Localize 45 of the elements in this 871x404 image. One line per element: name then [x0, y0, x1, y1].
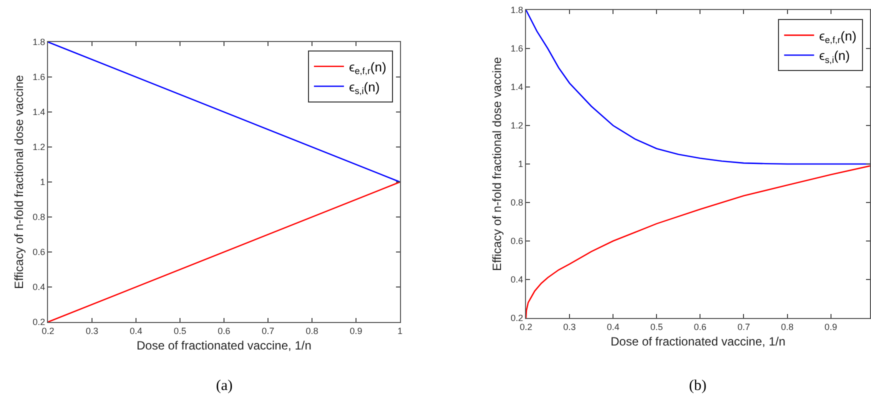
line-series	[526, 165, 870, 318]
x-tick-label: 0.6	[218, 326, 230, 336]
y-tick-label: 0.6	[32, 247, 46, 258]
y-tick-label: 1.6	[510, 44, 524, 54]
y-tick-label: 1.2	[32, 142, 46, 152]
x-tick-label: 0.9	[350, 326, 362, 336]
x-tick-label: 0.6	[694, 322, 706, 332]
y-tick-label: 0.6	[510, 236, 524, 246]
legend-label: ϵ$_{e,f,r}$(n)	[348, 59, 386, 76]
y-tick-label: 1.4	[510, 82, 524, 92]
y-axis-title: Efficacy of n-fold fractional dose vaccine	[490, 56, 504, 271]
y-tick-label: 1.8	[510, 5, 524, 16]
y-tick-label: 1.2	[510, 120, 524, 131]
y-tick-label: 1.8	[32, 37, 46, 48]
x-tick-label: 0.2	[42, 326, 54, 336]
y-tick-label: 0.2	[510, 313, 524, 324]
y-tick-label: 1.6	[32, 72, 46, 82]
x-tick-label: 1	[397, 326, 403, 336]
y-tick-label: 0.4	[510, 274, 524, 285]
x-tick-label: 0.3	[563, 322, 576, 332]
y-tick-label: 1.4	[32, 107, 46, 118]
text: (b)	[689, 378, 706, 394]
legend-label: ϵ$_{s,i}$(n)	[819, 48, 850, 65]
y-tick-label: 1	[518, 159, 524, 170]
y-axis-title: Efficacy of n-fold fractional dose vaccine	[12, 74, 26, 289]
x-tick-label: 0.8	[781, 322, 794, 332]
x-tick-label: 0.7	[737, 322, 750, 332]
x-axis-title: Dose of fractionated vaccine, 1/n	[610, 334, 786, 349]
x-tick-label: 0.4	[606, 322, 620, 332]
y-tick-label: 0.8	[510, 198, 524, 208]
legend-label: ϵ$_{s,i}$(n)	[348, 79, 380, 96]
text: (a)	[216, 378, 233, 394]
x-tick-label: 0.9	[824, 322, 838, 332]
x-axis-title: Dose of fractionated vaccine, 1/n	[136, 338, 312, 353]
x-tick-label: 0.4	[130, 326, 142, 336]
x-tick-label: 0.7	[262, 326, 274, 336]
y-tick-label: 1	[40, 177, 46, 188]
x-tick-label: 0.5	[650, 322, 663, 332]
legend-label: ϵ$_{e,f,r}$(n)	[819, 28, 856, 45]
x-tick-label: 0.5	[174, 326, 186, 336]
x-tick-label: 0.3	[86, 326, 98, 336]
x-tick-label: 0.8	[306, 326, 318, 336]
y-tick-label: 0.8	[32, 212, 46, 222]
y-tick-label: 0.4	[32, 282, 46, 292]
x-tick-label: 0.2	[520, 322, 532, 332]
